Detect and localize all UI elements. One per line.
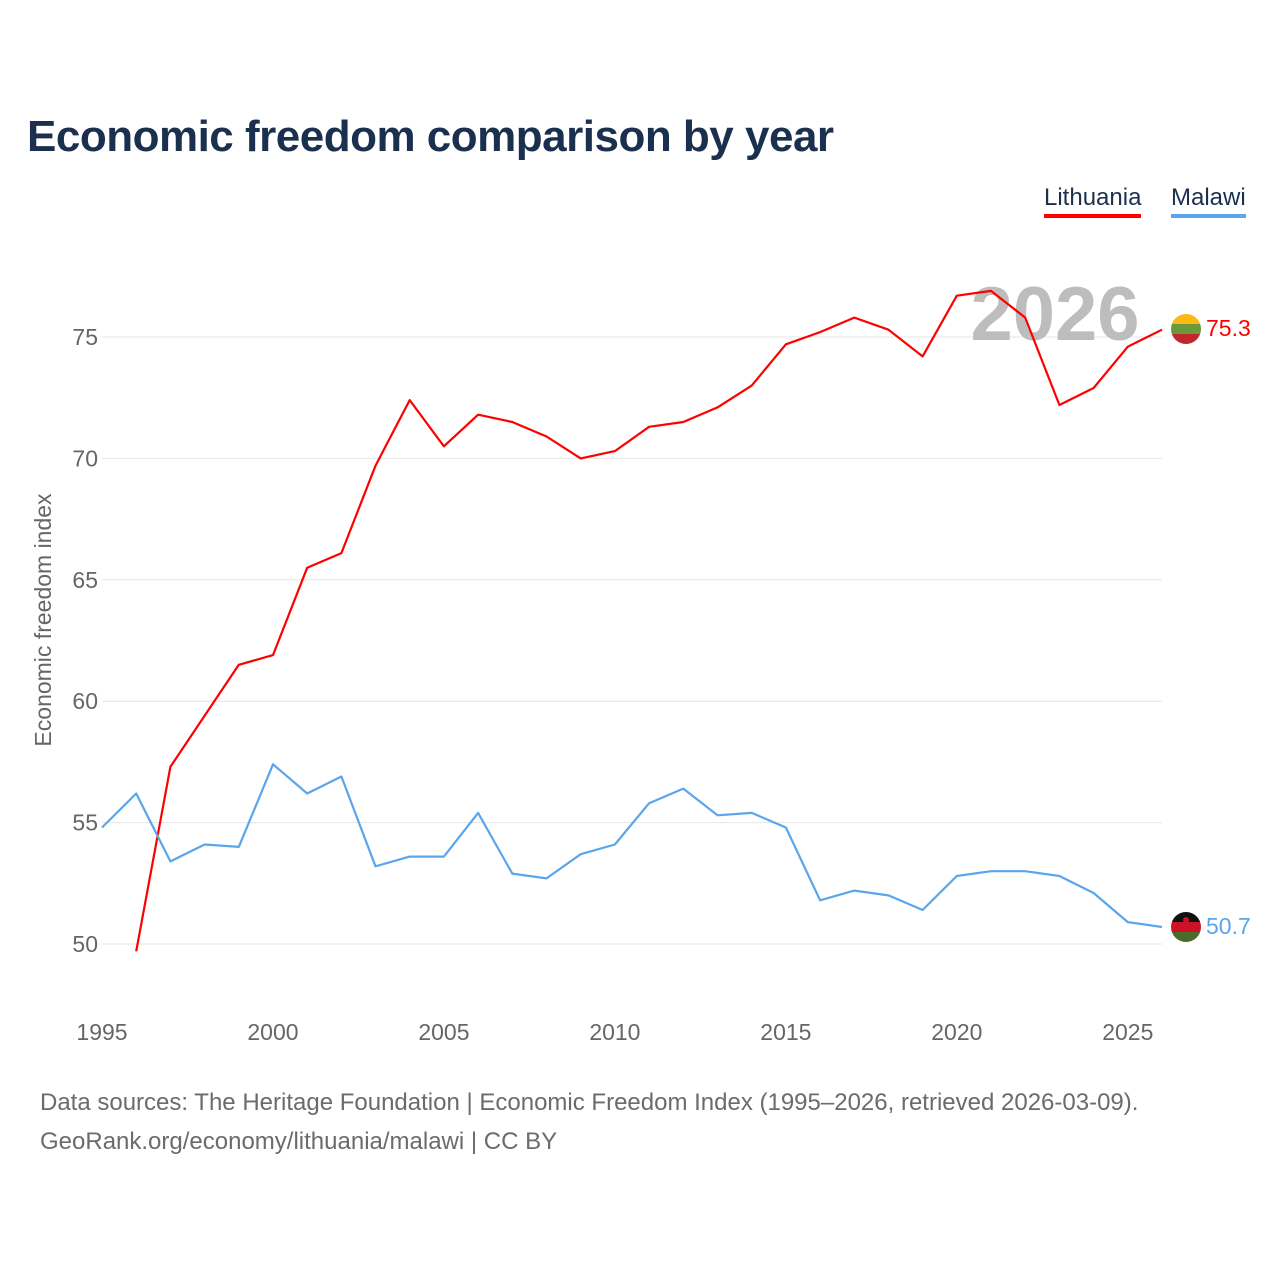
footer-link[interactable]: GeoRank.org/economy/lithuania/malawi | C… — [40, 1128, 558, 1155]
y-axis-label: Economic freedom index — [30, 493, 56, 747]
x-tick-label: 2000 — [247, 1019, 298, 1045]
x-tick-label: 2005 — [418, 1019, 469, 1045]
malawi-end-label: 50.7 — [1206, 913, 1251, 939]
y-tick-label: 60 — [72, 688, 98, 714]
y-tick-label: 75 — [72, 324, 98, 350]
malawi-flag-icon — [1171, 912, 1201, 942]
y-tick-label: 50 — [72, 931, 98, 957]
legend-item-lithuania[interactable]: Lithuania — [1044, 184, 1142, 218]
legend-item-malawi[interactable]: Malawi — [1171, 184, 1246, 218]
lithuania-end-label: 75.3 — [1206, 315, 1251, 341]
x-tick-label: 2010 — [589, 1019, 640, 1045]
x-tick-label: 2025 — [1102, 1019, 1153, 1045]
page-title: Economic freedom comparison by year — [27, 112, 834, 161]
y-tick-label: 65 — [72, 567, 98, 593]
lithuania-flag-icon — [1171, 314, 1201, 344]
y-tick-label: 55 — [72, 810, 98, 836]
footer-sources: Data sources: The Heritage Foundation | … — [40, 1089, 1139, 1116]
year-watermark: 2026 — [970, 272, 1139, 357]
x-tick-label: 1995 — [76, 1019, 127, 1045]
x-tick-label: 2015 — [760, 1019, 811, 1045]
y-tick-label: 70 — [72, 445, 98, 471]
malawi-series-line — [101, 763, 1163, 929]
x-tick-label: 2020 — [931, 1019, 982, 1045]
lithuania-series-line — [135, 289, 1163, 952]
